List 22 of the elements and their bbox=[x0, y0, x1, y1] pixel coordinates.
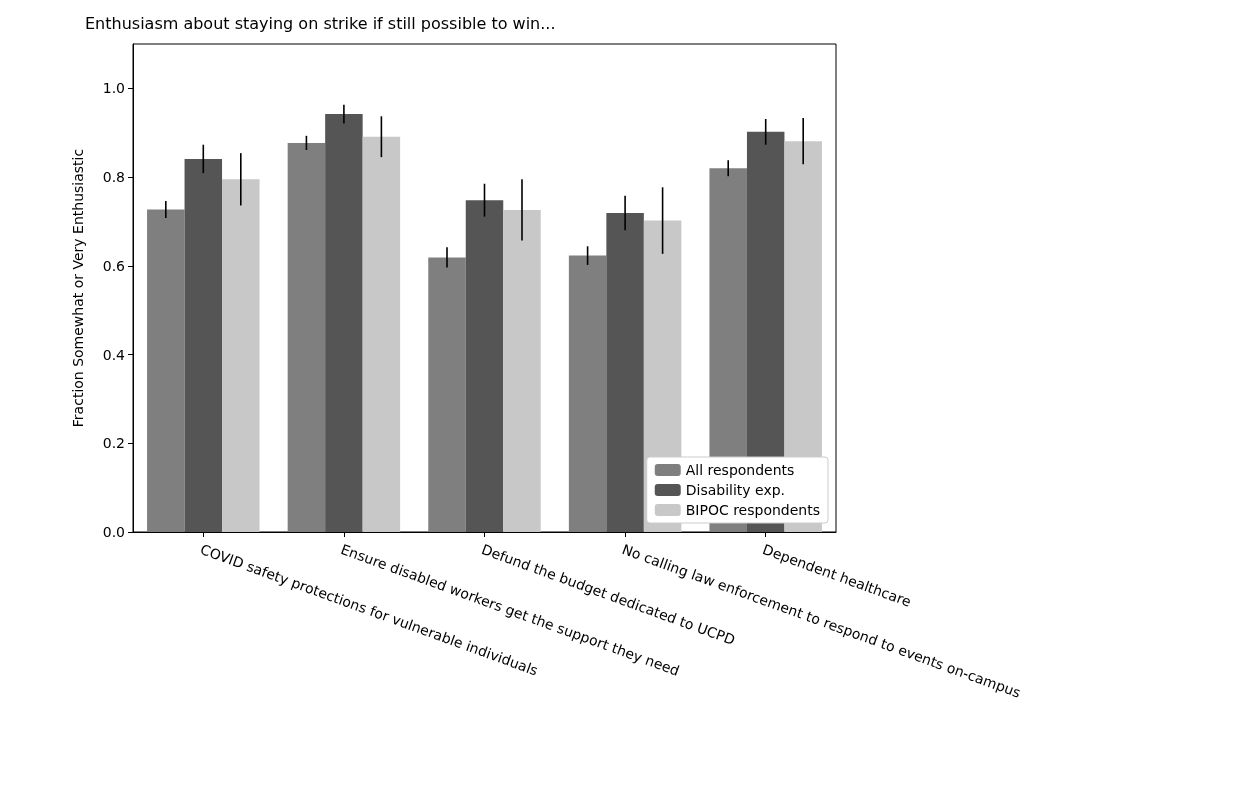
y-tick-label: 0.4 bbox=[102, 346, 126, 363]
legend-label: All respondents bbox=[685, 462, 795, 478]
bar bbox=[568, 255, 607, 532]
bar bbox=[222, 179, 260, 532]
bar bbox=[325, 114, 363, 532]
bar bbox=[606, 213, 644, 532]
bar bbox=[503, 209, 541, 532]
bar bbox=[428, 257, 466, 532]
y-tick-label: 0.2 bbox=[102, 435, 125, 452]
legend-label: Disability exp. bbox=[685, 482, 786, 498]
bar bbox=[147, 209, 185, 532]
bar bbox=[184, 158, 223, 532]
bar bbox=[362, 136, 401, 532]
bar bbox=[287, 142, 326, 532]
bar bbox=[465, 200, 504, 532]
y-tick-label: 0.8 bbox=[102, 169, 125, 186]
y-tick-label: 0.0 bbox=[102, 524, 125, 540]
y-axis-title: Fraction Somewhat or Very Enthusiastic bbox=[70, 148, 86, 428]
chart-title: Enthusiasm about staying on strike if still possible to win... bbox=[85, 13, 556, 33]
y-tick-label: 0.6 bbox=[102, 257, 126, 274]
legend-label: BIPOC respondents bbox=[685, 502, 821, 518]
y-tick-label: 1.0 bbox=[102, 80, 125, 97]
